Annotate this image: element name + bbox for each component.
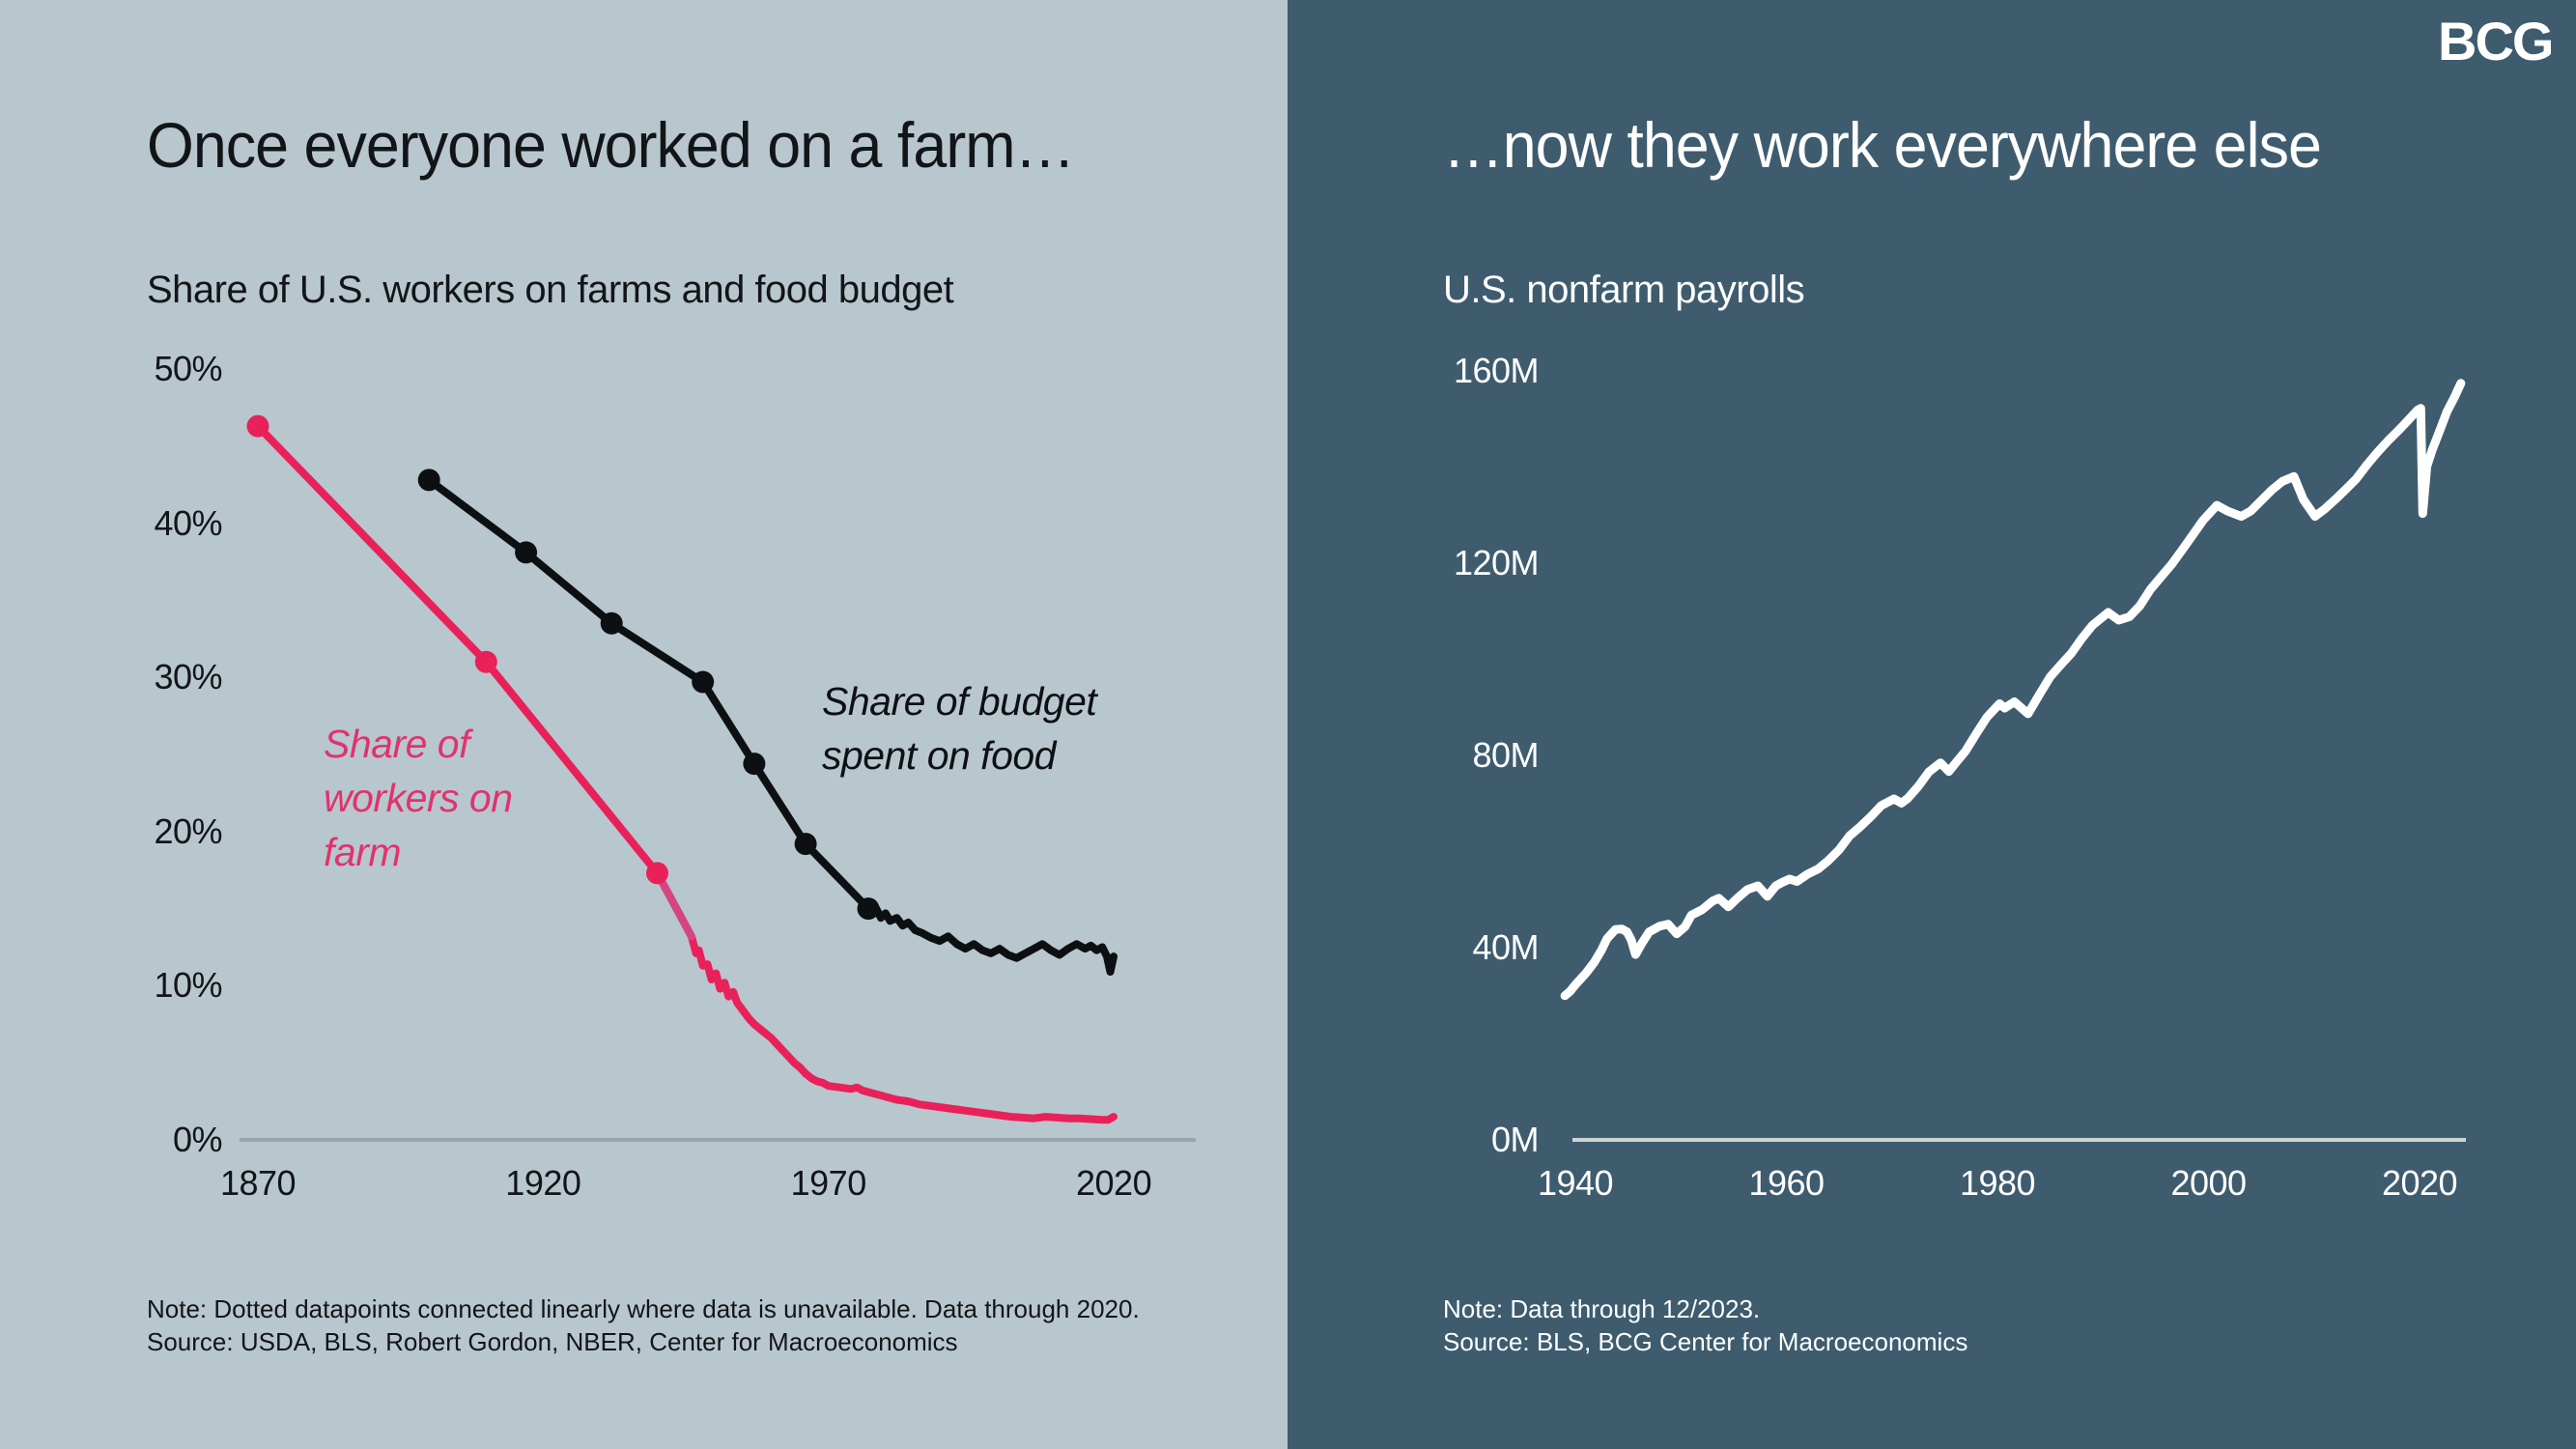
right-note-line2: Source: BLS, BCG Center for Macroeconomi… [1443, 1327, 1968, 1356]
y-tick-label: 0% [172, 1120, 223, 1159]
annotation-line: Share of [324, 722, 469, 766]
series-dot [794, 833, 817, 856]
series-line [1560, 379, 2466, 1001]
y-tick-label: 10% [154, 965, 222, 1006]
left-note-line2: Source: USDA, BLS, Robert Gordon, NBER, … [147, 1327, 958, 1356]
y-tick-label: 160M [1453, 351, 1540, 391]
series-annotation-farm-share: Share of workers on farm [324, 717, 513, 879]
x-tick-label: 2000 [2170, 1163, 2247, 1203]
series-interpolated-segment [653, 868, 695, 941]
y-tick-label: 40M [1472, 927, 1539, 968]
annotation-line: farm [324, 830, 401, 874]
left-title: Once everyone worked on a farm… [147, 109, 1075, 181]
y-tick-label: 50% [154, 349, 222, 388]
y-tick-label: 120M [1453, 543, 1540, 583]
series-dot [417, 469, 440, 492]
series-dot [743, 753, 766, 776]
y-tick-label: 20% [154, 810, 222, 851]
series-dot [515, 541, 538, 564]
series-dot [246, 414, 269, 438]
series-dot [692, 670, 715, 694]
x-tick-label: 1970 [790, 1163, 867, 1203]
right-note-line1: Note: Data through 12/2023. [1443, 1294, 1761, 1323]
annotation-line: spent on food [822, 733, 1056, 778]
x-tick-label: 1960 [1748, 1163, 1825, 1203]
left-subtitle: Share of U.S. workers on farms and food … [147, 269, 954, 311]
left-note-line1: Note: Dotted datapoints connected linear… [147, 1294, 1140, 1323]
y-tick-label: 40% [154, 502, 222, 543]
annotation-line: Share of budget [822, 679, 1097, 724]
right-subtitle: U.S. nonfarm payrolls [1443, 269, 1805, 311]
x-tick-label: 2020 [1076, 1163, 1152, 1203]
bcg-logo: BCG [2438, 11, 2554, 71]
annotation-line: workers on [324, 776, 513, 820]
left-panel [0, 0, 1288, 1449]
series-annotation-food-budget: Share of budget spent on food [822, 674, 1097, 782]
x-tick-label: 1870 [219, 1163, 297, 1203]
series-line [254, 422, 1118, 1124]
series-dot [474, 650, 497, 673]
x-tick-label: 1980 [1959, 1163, 2036, 1203]
x-tick-label: 1920 [505, 1163, 581, 1203]
right-panel [1288, 0, 2576, 1449]
right-title: …now they work everywhere else [1443, 109, 2322, 181]
series-dot [600, 611, 623, 635]
series-dot [857, 897, 880, 921]
x-tick-label: 1940 [1537, 1163, 1614, 1203]
series-dot [646, 862, 668, 885]
x-tick-label: 2020 [2381, 1163, 2458, 1203]
y-tick-label: 0M [1490, 1120, 1540, 1159]
y-tick-label: 80M [1472, 735, 1539, 776]
y-tick-label: 30% [154, 657, 222, 697]
